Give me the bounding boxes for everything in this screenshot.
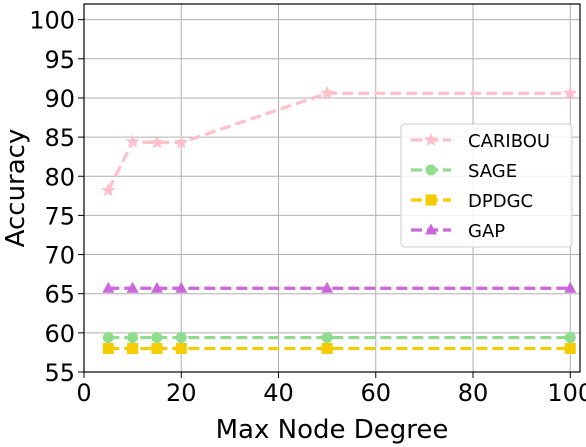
- legend: CARIBOU SAGE DPDGC GAP: [400, 123, 573, 248]
- y-axis: 55 60 65 70 75 80 85 90 95 100: [29, 7, 84, 387]
- series-layer: [101, 85, 578, 355]
- series-line-caribou: [106, 91, 571, 192]
- data-point-gap: [102, 281, 115, 293]
- legend-label-caribou: CARIBOU: [468, 131, 550, 152]
- y-tick-label: 90: [44, 85, 75, 113]
- y-tick-label: 85: [44, 124, 75, 152]
- legend-label-sage: SAGE: [468, 161, 517, 182]
- y-tick-label: 80: [44, 163, 75, 191]
- data-point-sage: [175, 332, 187, 344]
- x-tick-label: 40: [263, 379, 294, 407]
- legend-label-dpdgc: DPDGC: [468, 191, 533, 212]
- data-point-caribou: [174, 135, 189, 149]
- data-point-sage: [151, 332, 163, 344]
- legend-box: [400, 123, 573, 248]
- data-point-dpdgc: [151, 343, 163, 355]
- x-axis: 0 20 40 60 80 100: [76, 372, 586, 407]
- data-point-gap: [321, 281, 334, 293]
- series-caribou: [101, 85, 578, 197]
- data-point-gap: [150, 281, 163, 293]
- data-point-gap: [564, 281, 577, 293]
- data-point-sage: [127, 332, 139, 344]
- legend-marker-dpdgc: [425, 194, 437, 206]
- legend-marker-sage: [425, 164, 437, 176]
- y-tick-label: 100: [29, 7, 75, 35]
- x-tick-label: 80: [458, 379, 489, 407]
- x-tick-label: 100: [547, 379, 586, 407]
- x-tick-label: 60: [360, 379, 391, 407]
- y-tick-label: 55: [44, 359, 75, 387]
- series-sage: [102, 332, 576, 344]
- data-point-dpdgc: [127, 343, 139, 355]
- data-point-gap: [126, 281, 139, 293]
- series-dpdgc: [102, 343, 576, 355]
- y-tick-label: 75: [44, 202, 75, 230]
- data-point-sage: [321, 332, 333, 344]
- series-gap: [102, 281, 577, 293]
- data-point-caribou: [101, 182, 116, 197]
- data-point-sage: [564, 332, 576, 344]
- y-axis-title: Accuracy: [1, 129, 31, 248]
- y-tick-label: 95: [44, 46, 75, 74]
- data-point-dpdgc: [564, 343, 576, 355]
- data-point-caribou: [125, 134, 140, 148]
- data-point-sage: [102, 332, 114, 344]
- legend-marker-caribou: [423, 132, 439, 147]
- data-point-gap: [175, 281, 188, 293]
- data-point-dpdgc: [102, 343, 114, 355]
- data-point-dpdgc: [175, 343, 187, 355]
- data-point-caribou: [149, 135, 165, 149]
- data-point-caribou: [320, 85, 335, 100]
- x-tick-label: 0: [76, 379, 91, 407]
- x-axis-title: Max Node Degree: [216, 415, 449, 445]
- y-tick-label: 60: [44, 320, 75, 348]
- data-point-caribou: [563, 85, 578, 100]
- data-point-dpdgc: [321, 343, 333, 355]
- y-tick-label: 65: [44, 281, 75, 309]
- legend-label-gap: GAP: [468, 221, 505, 242]
- legend-marker-gap: [425, 223, 437, 235]
- y-tick-label: 70: [44, 242, 75, 270]
- plot-frame: [83, 3, 581, 373]
- x-tick-label: 20: [166, 379, 197, 407]
